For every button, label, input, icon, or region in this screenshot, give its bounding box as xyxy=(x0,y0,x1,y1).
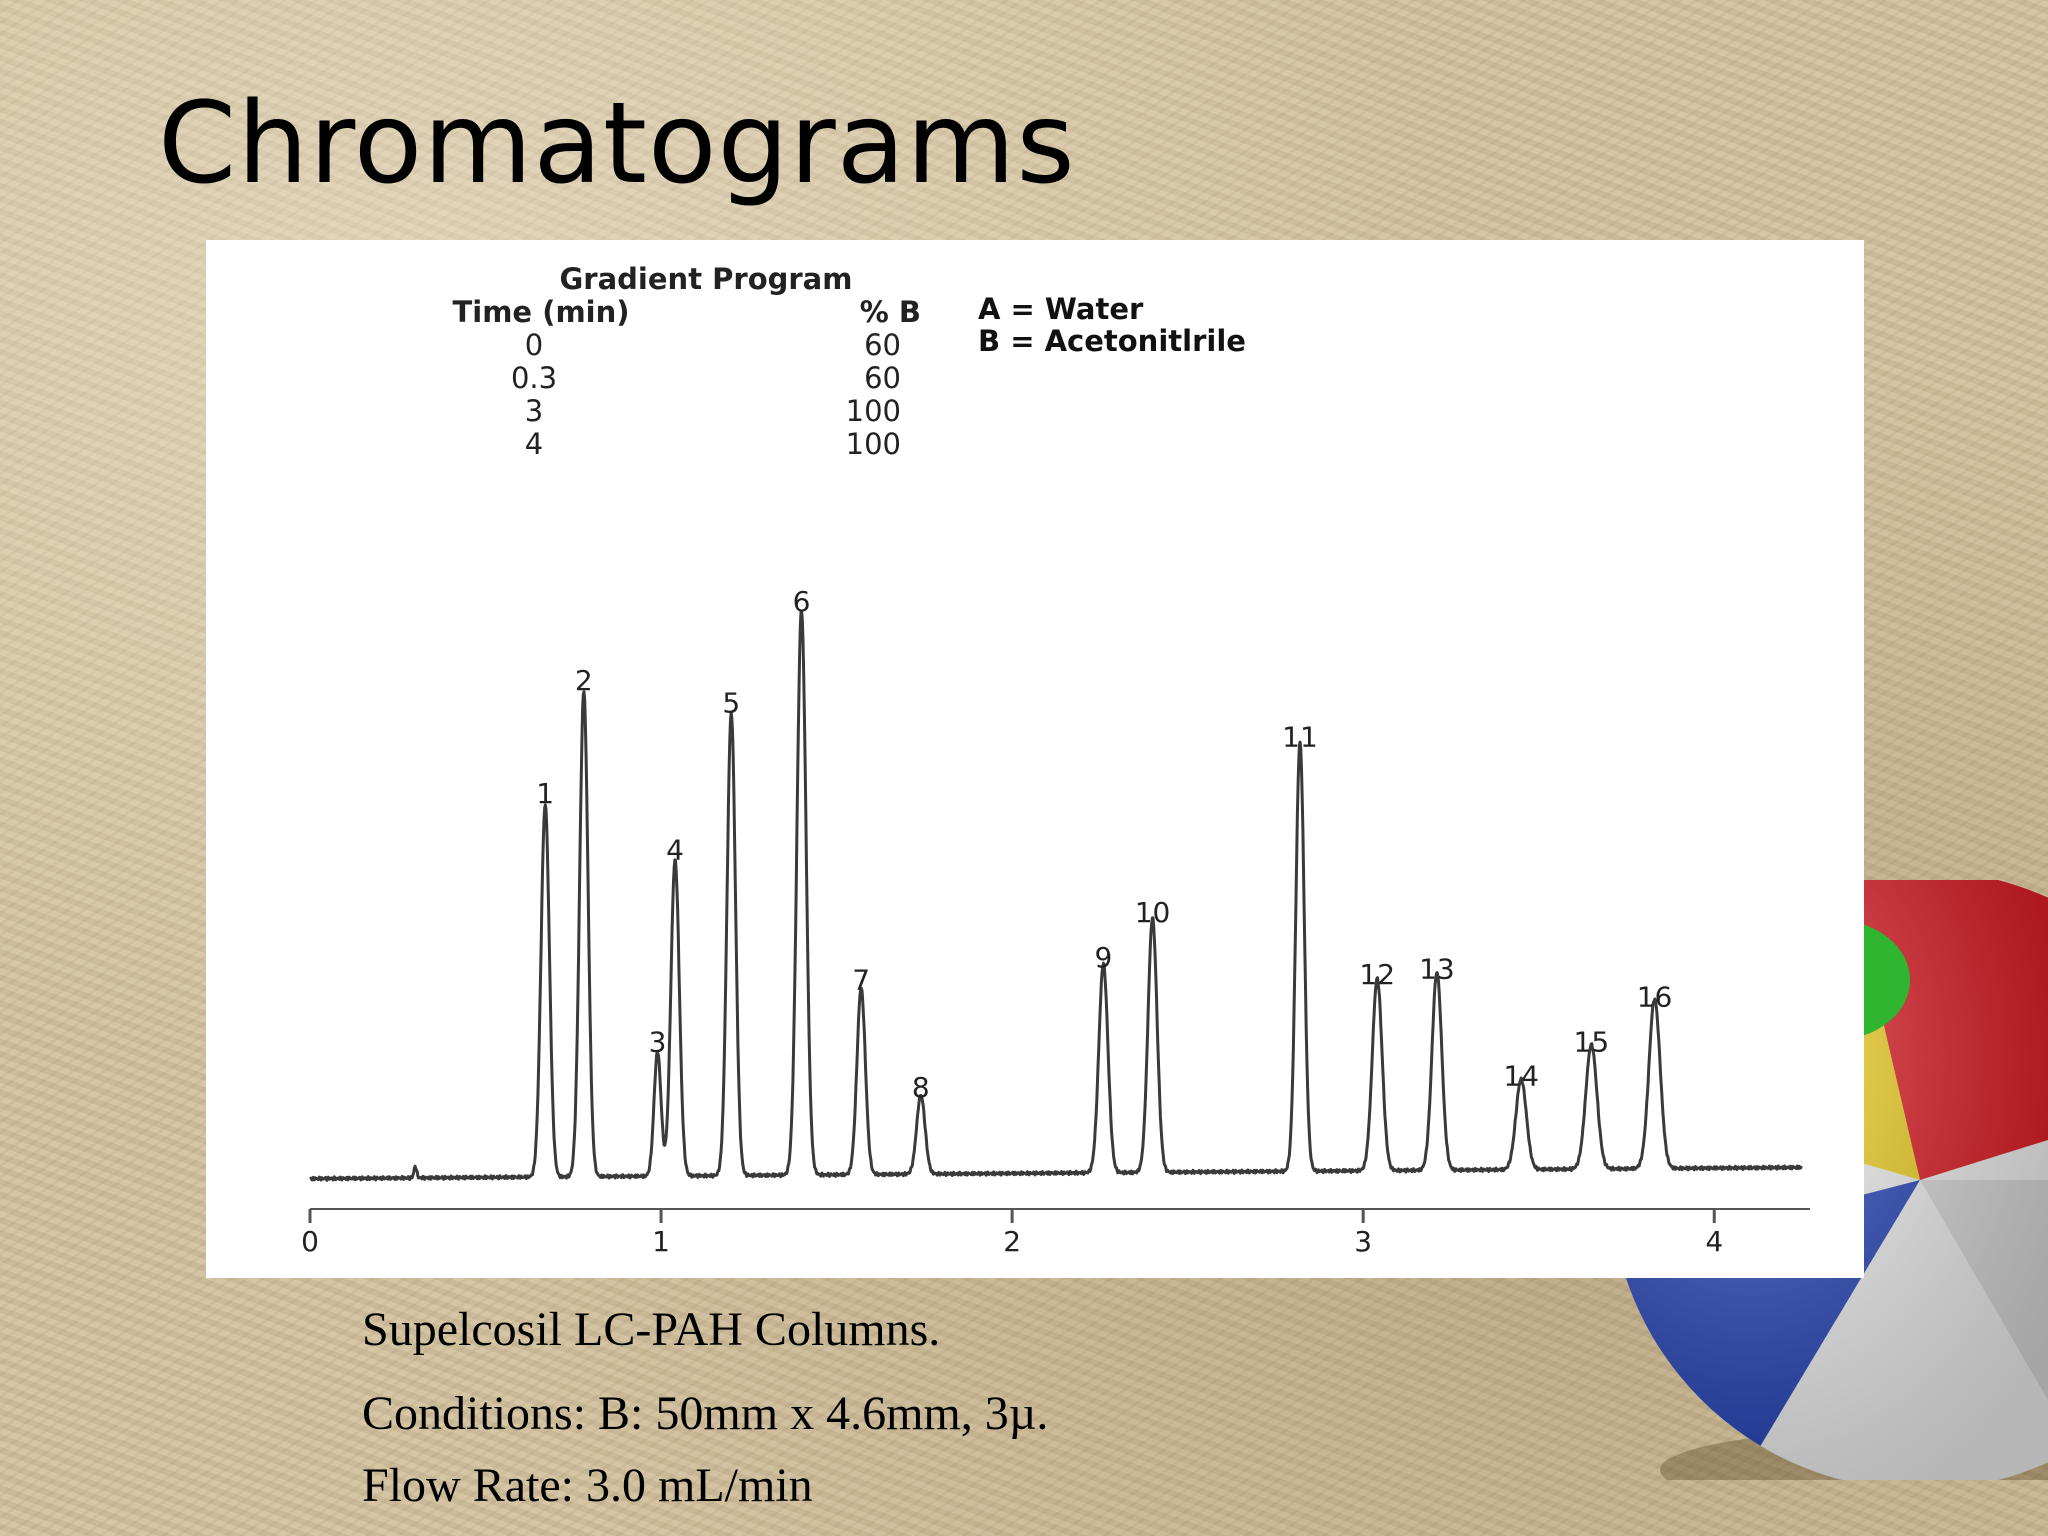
x-tick-label: 4 xyxy=(1705,1225,1723,1258)
caption-conditions: Conditions: B: 50mm x 4.6mm, 3µ. xyxy=(362,1387,1049,1440)
gradient-row-percent-b: 100 xyxy=(846,427,901,461)
gradient-row-percent-b: 100 xyxy=(846,394,901,428)
peak-label: 3 xyxy=(649,1026,667,1059)
gradient-row-percent-b: 60 xyxy=(864,328,901,362)
peak-label: 16 xyxy=(1637,981,1673,1014)
peak-label: 8 xyxy=(912,1071,930,1104)
gradient-row-time: 0 xyxy=(525,328,543,362)
gradient-row-time: 0.3 xyxy=(511,361,557,395)
peak-label: 14 xyxy=(1503,1060,1539,1093)
caption-column: Supelcosil LC-PAH Columns. xyxy=(362,1303,941,1356)
peak-label: 5 xyxy=(722,687,740,720)
gradient-header-percent-b: % B xyxy=(860,295,921,329)
chromatogram-chart: Gradient Program Time (min) % B 0 60 0.3… xyxy=(301,262,1810,1258)
peak-label: 1 xyxy=(536,777,554,810)
gradient-row-time: 4 xyxy=(525,427,543,461)
chromatogram-panel: Gradient Program Time (min) % B 0 60 0.3… xyxy=(206,240,1864,1278)
chromatogram-trace xyxy=(309,610,1803,1182)
peak-label: 13 xyxy=(1419,952,1455,985)
peak-label: 4 xyxy=(666,834,684,867)
gradient-row-percent-b: 60 xyxy=(864,361,901,395)
gradient-program-title: Gradient Program xyxy=(560,262,853,296)
x-tick-label: 2 xyxy=(1003,1225,1021,1258)
peak-label: 12 xyxy=(1359,958,1395,991)
x-tick-label: 0 xyxy=(301,1225,319,1258)
x-tick-label: 1 xyxy=(652,1225,670,1258)
peak-label: 15 xyxy=(1574,1026,1610,1059)
peak-label: 11 xyxy=(1282,721,1318,754)
caption-flow-rate: Flow Rate: 3.0 mL/min xyxy=(362,1459,813,1512)
peak-label: 10 xyxy=(1135,896,1171,929)
x-axis-ticks: 0 1 2 3 4 xyxy=(301,1209,1723,1258)
peak-label: 7 xyxy=(852,964,870,997)
peak-label: 9 xyxy=(1094,941,1112,974)
x-tick-label: 3 xyxy=(1354,1225,1372,1258)
slide-title: Chromatograms xyxy=(158,79,1076,209)
gradient-row-time: 3 xyxy=(525,394,543,428)
peak-label: 6 xyxy=(793,585,811,618)
solvent-a-label: A = Water xyxy=(978,292,1144,326)
gradient-header-time: Time (min) xyxy=(452,295,629,329)
solvent-b-label: B = Acetonitlrile xyxy=(978,324,1246,358)
peak-label: 2 xyxy=(575,664,593,697)
